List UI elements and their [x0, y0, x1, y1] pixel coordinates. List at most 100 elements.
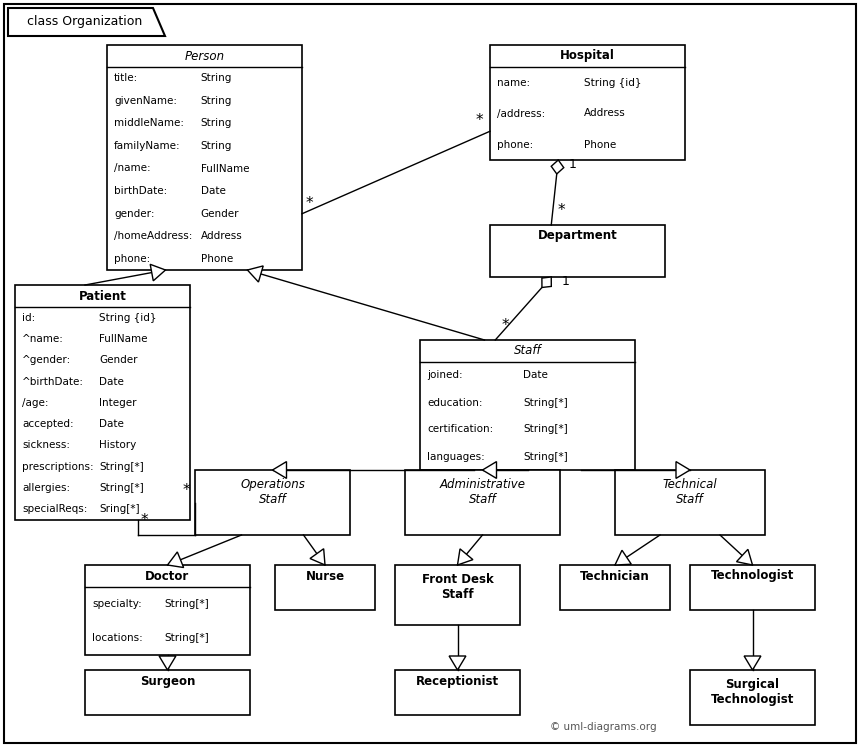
Bar [490, 225, 665, 277]
Bar [395, 670, 520, 715]
Polygon shape [168, 552, 184, 568]
Polygon shape [159, 656, 176, 670]
Text: Integer: Integer [99, 398, 137, 408]
Text: 1: 1 [568, 158, 576, 171]
Text: Technical
Staff: Technical Staff [663, 478, 717, 506]
Text: Operations
Staff: Operations Staff [240, 478, 305, 506]
Bar [490, 45, 685, 160]
Text: Date: Date [523, 371, 548, 380]
Bar [15, 285, 190, 520]
Text: String[*]: String[*] [164, 633, 209, 643]
Bar [615, 470, 765, 535]
Text: FullName: FullName [200, 164, 249, 173]
Text: Date: Date [99, 376, 124, 386]
Text: Surgical
Technologist: Surgical Technologist [711, 678, 794, 706]
Text: Sring[*]: Sring[*] [99, 504, 139, 515]
Bar [107, 45, 302, 270]
Polygon shape [310, 549, 325, 565]
Text: 1: 1 [562, 275, 569, 288]
Text: /name:: /name: [114, 164, 150, 173]
Polygon shape [744, 656, 761, 670]
Bar [85, 670, 250, 715]
Text: String: String [200, 96, 232, 106]
Text: String: String [200, 73, 232, 83]
Text: /age:: /age: [22, 398, 48, 408]
Text: String[*]: String[*] [164, 599, 209, 609]
Text: accepted:: accepted: [22, 419, 74, 429]
Text: joined:: joined: [427, 371, 463, 380]
Text: *: * [557, 203, 565, 218]
Text: title:: title: [114, 73, 138, 83]
Text: Address: Address [200, 231, 243, 241]
Text: ^gender:: ^gender: [22, 356, 71, 365]
Bar [405, 470, 560, 535]
Text: *: * [140, 513, 148, 528]
Text: id:: id: [22, 313, 35, 323]
Polygon shape [273, 462, 286, 478]
Text: String {id}: String {id} [99, 313, 157, 323]
Polygon shape [150, 264, 165, 281]
Bar [275, 565, 375, 610]
Text: *: * [183, 483, 191, 498]
Text: locations:: locations: [92, 633, 143, 643]
Text: String: String [200, 118, 232, 128]
Polygon shape [248, 266, 263, 282]
Polygon shape [449, 656, 466, 670]
Text: /homeAddress:: /homeAddress: [114, 231, 193, 241]
Text: Date: Date [99, 419, 124, 429]
Text: String: String [200, 141, 232, 151]
Bar [85, 565, 250, 655]
Text: name:: name: [497, 78, 530, 87]
Bar [195, 470, 350, 535]
Text: Technologist: Technologist [711, 569, 794, 583]
Text: Patient: Patient [78, 290, 126, 303]
Text: History: History [99, 441, 136, 450]
Bar [690, 670, 815, 725]
Text: certification:: certification: [427, 424, 494, 435]
Text: phone:: phone: [497, 140, 533, 149]
Text: Hospital: Hospital [560, 49, 615, 63]
Text: FullName: FullName [99, 334, 148, 344]
Text: education:: education: [427, 397, 482, 408]
Bar [690, 565, 815, 610]
Text: Gender: Gender [200, 208, 239, 219]
Text: phone:: phone: [114, 254, 150, 264]
Text: Doctor: Doctor [145, 569, 189, 583]
Polygon shape [542, 277, 551, 288]
Text: Nurse: Nurse [305, 569, 345, 583]
Polygon shape [736, 549, 752, 565]
Text: class Organization: class Organization [27, 16, 142, 28]
Bar [560, 565, 670, 610]
Text: Gender: Gender [99, 356, 138, 365]
Text: *: * [476, 114, 483, 128]
Text: Front Desk
Staff: Front Desk Staff [421, 573, 494, 601]
Text: givenName:: givenName: [114, 96, 177, 106]
Polygon shape [551, 160, 564, 174]
Text: allergies:: allergies: [22, 483, 71, 493]
Text: birthDate:: birthDate: [114, 186, 167, 196]
Polygon shape [482, 462, 496, 478]
Text: String[*]: String[*] [523, 397, 568, 408]
Text: ^name:: ^name: [22, 334, 64, 344]
Text: String[*]: String[*] [99, 483, 144, 493]
Text: String[*]: String[*] [523, 424, 568, 435]
Text: middleName:: middleName: [114, 118, 184, 128]
Text: Technician: Technician [580, 569, 650, 583]
Text: /address:: /address: [497, 108, 545, 119]
Text: Person: Person [184, 49, 224, 63]
Text: ^birthDate:: ^birthDate: [22, 376, 84, 386]
Text: familyName:: familyName: [114, 141, 181, 151]
Text: specialty:: specialty: [92, 599, 142, 609]
Text: *: * [306, 196, 314, 211]
Text: prescriptions:: prescriptions: [22, 462, 94, 472]
Bar [420, 340, 635, 470]
Text: specialReqs:: specialReqs: [22, 504, 88, 515]
Polygon shape [8, 8, 165, 36]
Polygon shape [676, 462, 690, 478]
Text: *: * [501, 318, 509, 333]
Text: String[*]: String[*] [523, 451, 568, 462]
Text: languages:: languages: [427, 451, 485, 462]
Text: String {id}: String {id} [584, 78, 641, 87]
Text: Surgeon: Surgeon [140, 675, 195, 687]
Polygon shape [615, 551, 631, 565]
